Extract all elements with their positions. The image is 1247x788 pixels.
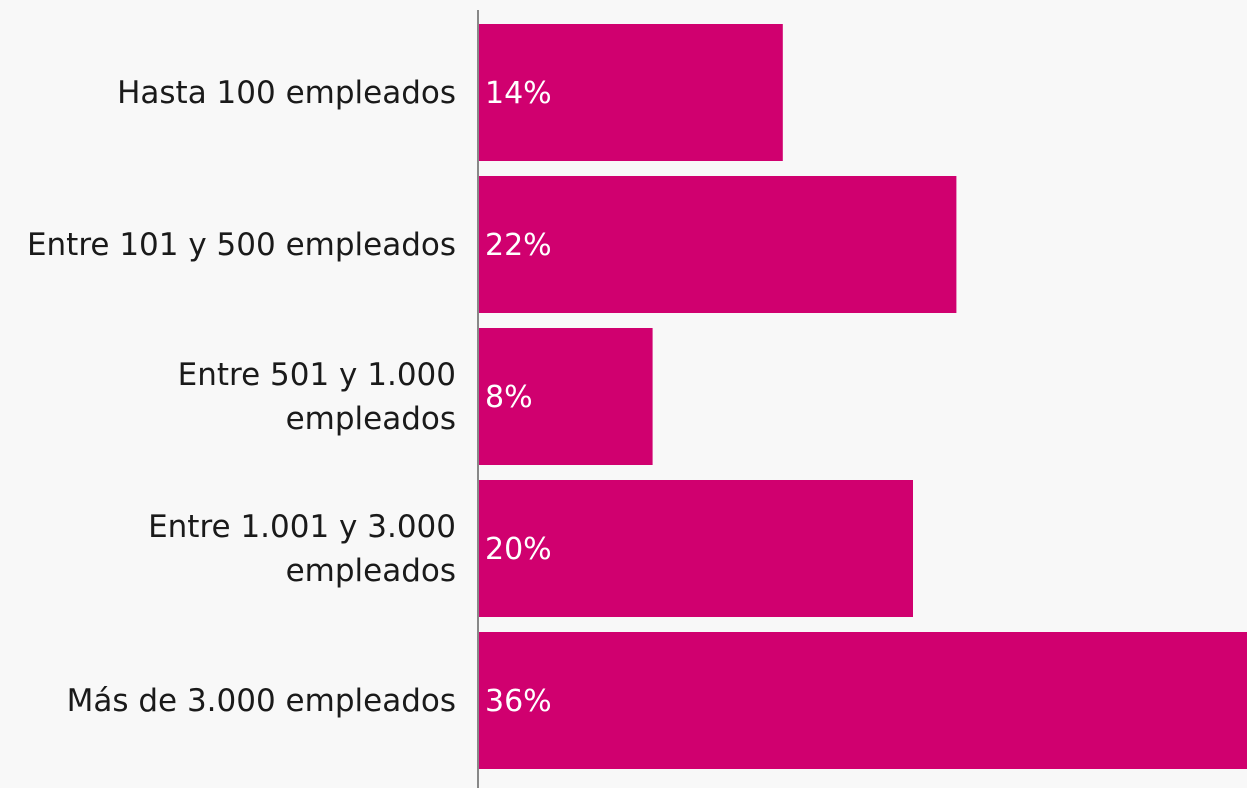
bar bbox=[479, 328, 653, 465]
category-text: Más de 3.000 empleados bbox=[66, 682, 456, 719]
category-label: Entre 501 y 1.000 empleados bbox=[10, 328, 456, 465]
category-text: Entre 501 y 1.000 empleados bbox=[177, 356, 456, 437]
category-label: Hasta 100 empleados bbox=[10, 24, 456, 161]
bar bbox=[479, 24, 783, 161]
category-label: Entre 1.001 y 3.000 empleados bbox=[10, 480, 456, 617]
category-text: Entre 101 y 500 empleados bbox=[26, 226, 456, 263]
value-label: 14% bbox=[485, 76, 552, 111]
category-text: Entre 1.001 y 3.000 empleados bbox=[148, 508, 456, 589]
value-label: 20% bbox=[485, 532, 552, 567]
value-label: 36% bbox=[485, 684, 552, 719]
category-label: Entre 101 y 500 empleados bbox=[10, 176, 456, 313]
category-label: Más de 3.000 empleados bbox=[10, 632, 456, 769]
value-label: 8% bbox=[485, 380, 533, 415]
category-text: Hasta 100 empleados bbox=[117, 74, 456, 111]
bar bbox=[479, 480, 913, 617]
value-label: 22% bbox=[485, 228, 552, 263]
bar bbox=[479, 176, 957, 313]
bar bbox=[479, 632, 1247, 769]
